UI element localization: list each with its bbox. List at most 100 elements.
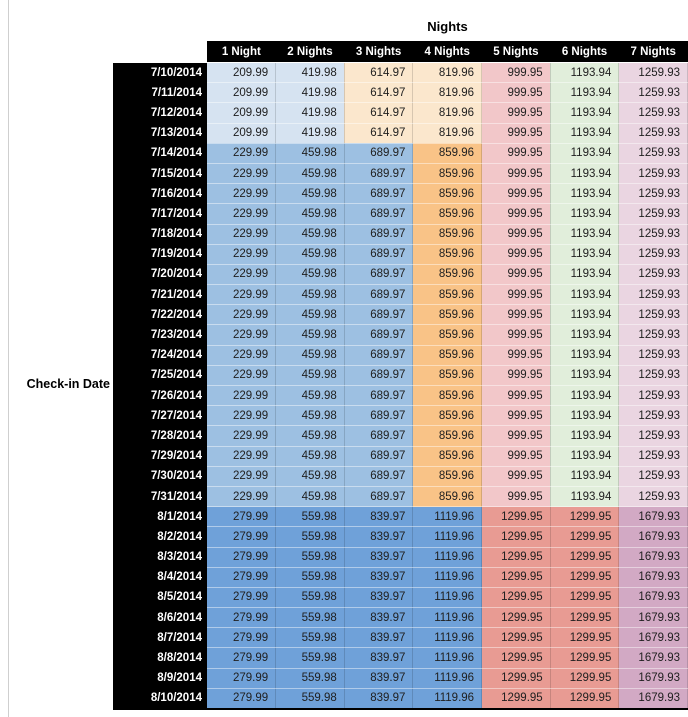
price-cell[interactable]: 859.96 xyxy=(412,143,483,164)
price-cell[interactable]: 999.95 xyxy=(481,385,551,407)
price-cell[interactable]: 689.97 xyxy=(344,183,414,205)
price-cell[interactable]: 279.99 xyxy=(207,587,277,609)
price-cell[interactable]: 419.98 xyxy=(275,102,345,124)
price-cell[interactable]: 1259.93 xyxy=(618,486,688,508)
price-cell[interactable]: 689.97 xyxy=(344,385,414,407)
price-cell[interactable]: 1299.95 xyxy=(550,627,620,649)
price-cell[interactable]: 999.95 xyxy=(481,446,551,467)
price-cell[interactable]: 1299.95 xyxy=(481,506,551,528)
price-cell[interactable]: 1299.95 xyxy=(550,506,620,528)
price-cell[interactable]: 839.97 xyxy=(344,668,414,689)
price-cell[interactable]: 559.98 xyxy=(275,506,345,528)
price-cell[interactable]: 279.99 xyxy=(207,647,277,669)
price-cell[interactable]: 819.96 xyxy=(412,102,483,124)
price-cell[interactable]: 1193.94 xyxy=(550,466,620,487)
price-cell[interactable]: 999.95 xyxy=(481,425,551,447)
price-cell[interactable]: 859.96 xyxy=(412,345,483,366)
price-cell[interactable]: 419.98 xyxy=(275,123,345,144)
price-cell[interactable]: 859.96 xyxy=(412,425,483,447)
price-cell[interactable]: 559.98 xyxy=(275,547,345,568)
price-cell[interactable]: 859.96 xyxy=(412,486,483,508)
price-cell[interactable]: 1299.95 xyxy=(481,567,551,588)
price-cell[interactable]: 859.96 xyxy=(412,365,483,387)
price-cell[interactable]: 999.95 xyxy=(481,486,551,508)
price-cell[interactable]: 1259.93 xyxy=(618,425,688,447)
price-cell[interactable]: 1193.94 xyxy=(550,82,620,104)
price-cell[interactable]: 559.98 xyxy=(275,647,345,669)
price-cell[interactable]: 689.97 xyxy=(344,446,414,467)
price-cell[interactable]: 229.99 xyxy=(207,446,277,467)
price-cell[interactable]: 839.97 xyxy=(344,526,414,548)
price-cell[interactable]: 839.97 xyxy=(344,647,414,669)
price-cell[interactable]: 1259.93 xyxy=(618,385,688,407)
price-cell[interactable]: 1259.93 xyxy=(618,405,688,427)
price-cell[interactable]: 229.99 xyxy=(207,365,277,387)
price-cell[interactable]: 1299.95 xyxy=(550,647,620,669)
price-cell[interactable]: 459.98 xyxy=(275,143,345,164)
price-cell[interactable]: 1299.95 xyxy=(481,668,551,689)
price-cell[interactable]: 689.97 xyxy=(344,425,414,447)
price-cell[interactable]: 1259.93 xyxy=(618,244,688,265)
price-cell[interactable]: 859.96 xyxy=(412,446,483,467)
price-cell[interactable]: 819.96 xyxy=(412,82,483,104)
price-cell[interactable]: 1119.96 xyxy=(412,647,483,669)
price-cell[interactable]: 229.99 xyxy=(207,324,277,346)
price-cell[interactable]: 1193.94 xyxy=(550,203,620,225)
price-cell[interactable]: 229.99 xyxy=(207,345,277,366)
price-cell[interactable]: 1299.95 xyxy=(550,607,620,629)
price-cell[interactable]: 459.98 xyxy=(275,345,345,366)
price-cell[interactable]: 229.99 xyxy=(207,405,277,427)
price-cell[interactable]: 1679.93 xyxy=(618,506,688,528)
price-cell[interactable]: 1299.95 xyxy=(550,526,620,548)
price-cell[interactable]: 279.99 xyxy=(207,547,277,568)
price-cell[interactable]: 1119.96 xyxy=(412,607,483,629)
price-cell[interactable]: 689.97 xyxy=(344,264,414,286)
price-cell[interactable]: 999.95 xyxy=(481,244,551,265)
price-cell[interactable]: 1119.96 xyxy=(412,567,483,588)
price-cell[interactable]: 1299.95 xyxy=(481,647,551,669)
price-cell[interactable]: 1679.93 xyxy=(618,668,688,689)
price-cell[interactable]: 459.98 xyxy=(275,365,345,387)
price-cell[interactable]: 859.96 xyxy=(412,466,483,487)
price-cell[interactable]: 614.97 xyxy=(344,62,414,84)
price-cell[interactable]: 999.95 xyxy=(481,62,551,84)
price-cell[interactable]: 1299.95 xyxy=(481,627,551,649)
price-cell[interactable]: 614.97 xyxy=(344,123,414,144)
price-cell[interactable]: 999.95 xyxy=(481,123,551,144)
price-cell[interactable]: 279.99 xyxy=(207,688,277,710)
price-cell[interactable]: 1193.94 xyxy=(550,385,620,407)
price-cell[interactable]: 1679.93 xyxy=(618,567,688,588)
price-cell[interactable]: 839.97 xyxy=(344,607,414,629)
price-cell[interactable]: 1679.93 xyxy=(618,607,688,629)
price-cell[interactable]: 1679.93 xyxy=(618,587,688,609)
price-cell[interactable]: 459.98 xyxy=(275,486,345,508)
price-cell[interactable]: 1259.93 xyxy=(618,62,688,84)
price-cell[interactable]: 1299.95 xyxy=(481,526,551,548)
price-cell[interactable]: 1259.93 xyxy=(618,345,688,366)
price-cell[interactable]: 459.98 xyxy=(275,304,345,326)
price-cell[interactable]: 419.98 xyxy=(275,62,345,84)
price-cell[interactable]: 419.98 xyxy=(275,82,345,104)
price-cell[interactable]: 459.98 xyxy=(275,284,345,306)
price-cell[interactable]: 999.95 xyxy=(481,143,551,164)
price-cell[interactable]: 1259.93 xyxy=(618,163,688,185)
price-cell[interactable]: 819.96 xyxy=(412,62,483,84)
price-cell[interactable]: 279.99 xyxy=(207,627,277,649)
price-cell[interactable]: 1193.94 xyxy=(550,324,620,346)
price-cell[interactable]: 209.99 xyxy=(207,62,277,84)
price-cell[interactable]: 1679.93 xyxy=(618,526,688,548)
price-cell[interactable]: 689.97 xyxy=(344,324,414,346)
price-cell[interactable]: 1193.94 xyxy=(550,405,620,427)
price-cell[interactable]: 1259.93 xyxy=(618,324,688,346)
price-cell[interactable]: 689.97 xyxy=(344,244,414,265)
price-cell[interactable]: 229.99 xyxy=(207,143,277,164)
price-cell[interactable]: 229.99 xyxy=(207,486,277,508)
price-cell[interactable]: 1299.95 xyxy=(550,688,620,710)
price-cell[interactable]: 209.99 xyxy=(207,82,277,104)
price-cell[interactable]: 1299.95 xyxy=(550,547,620,568)
price-cell[interactable]: 1259.93 xyxy=(618,224,688,245)
price-cell[interactable]: 999.95 xyxy=(481,466,551,487)
price-cell[interactable]: 689.97 xyxy=(344,284,414,306)
price-cell[interactable]: 1679.93 xyxy=(618,688,688,710)
price-cell[interactable]: 839.97 xyxy=(344,627,414,649)
